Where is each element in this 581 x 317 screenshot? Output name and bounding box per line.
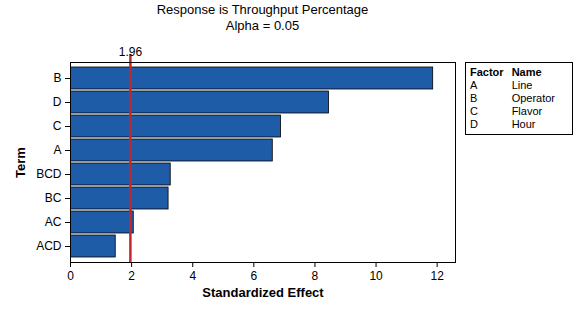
html-text:B: B	[470, 92, 478, 104]
svg-text:B: B	[53, 71, 61, 85]
svg-text:Term: Term	[13, 147, 28, 178]
svg-text:AC: AC	[45, 215, 62, 229]
html-text:Name: Name	[511, 66, 542, 78]
html-text:Alpha = 0.05: Alpha = 0.05	[225, 18, 300, 33]
svg-text:10: 10	[369, 269, 383, 283]
html-text:Operator: Operator	[511, 92, 555, 104]
html-text:Flavor: Flavor	[511, 105, 543, 117]
svg-text:6: 6	[250, 269, 257, 283]
svg-text:C: C	[53, 119, 62, 133]
html-text:Response is Throughput Percent: Response is Throughput Percentage	[156, 2, 369, 17]
svg-text:BC: BC	[45, 191, 62, 205]
svg-text:A: A	[53, 143, 61, 157]
html-text:Hour: Hour	[511, 118, 536, 130]
svg-text:1.96: 1.96	[119, 45, 143, 59]
svg-text:12: 12	[430, 269, 444, 283]
html-text:Factor: Factor	[470, 66, 504, 78]
html-text:C: C	[470, 105, 478, 117]
svg-text:Standardized Effect: Standardized Effect	[202, 285, 324, 300]
html-text:A: A	[470, 79, 478, 91]
html-text:D: D	[470, 118, 478, 130]
html-text:Line: Line	[511, 79, 533, 91]
svg-text:2: 2	[128, 269, 135, 283]
svg-text:4: 4	[189, 269, 196, 283]
svg-text:ACD: ACD	[36, 239, 62, 253]
svg-text:8: 8	[312, 269, 319, 283]
svg-text:0: 0	[67, 269, 74, 283]
svg-text:D: D	[53, 95, 62, 109]
svg-text:BCD: BCD	[36, 167, 62, 181]
